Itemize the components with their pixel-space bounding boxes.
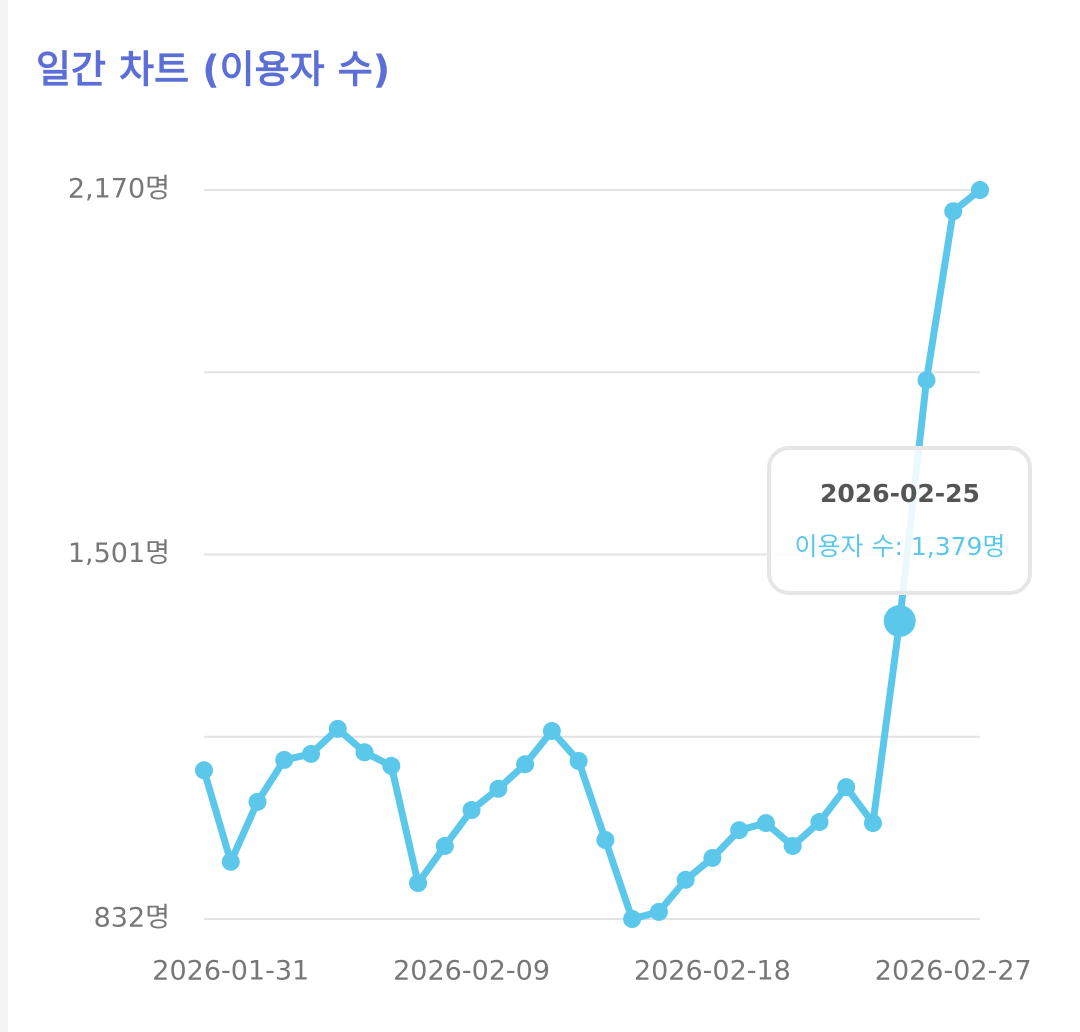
point [810,813,829,832]
point [248,792,267,811]
point [542,722,561,741]
x-tick-label: 2026-01-31 [152,956,309,987]
point [703,848,722,867]
point [676,870,695,889]
point [328,719,347,738]
tooltip-value: 이용자 수: 1,379명 [795,532,1006,561]
y-tick-label: 832명 [94,903,170,934]
point [462,801,481,820]
point [971,181,989,199]
point [863,814,882,833]
point [516,755,535,774]
point [649,902,668,921]
y-tick-label: 2,170명 [68,174,170,205]
point [489,779,508,798]
point [917,371,936,390]
chart-title: 일간 차트 (이용자 수) [36,48,390,92]
x-tick-label: 2026-02-09 [393,956,550,987]
tooltip-date: 2026-02-25 [820,479,980,508]
y-tick-label: 1,501명 [68,538,170,569]
point [730,821,749,840]
point [783,836,802,855]
active-point [883,604,916,637]
point [944,202,963,221]
x-tick-label: 2026-02-27 [875,956,1032,987]
point [596,830,615,849]
point [382,756,401,775]
point [756,814,775,833]
point [195,761,213,780]
edge [0,0,8,1032]
x-tick-label: 2026-02-18 [634,956,791,987]
point [837,778,856,797]
point [302,744,321,763]
point [569,751,588,770]
point [623,910,642,928]
point [355,743,374,762]
point [275,750,294,769]
point [409,874,428,893]
tooltip-box [767,446,1032,595]
point [435,836,454,855]
point [221,852,240,871]
